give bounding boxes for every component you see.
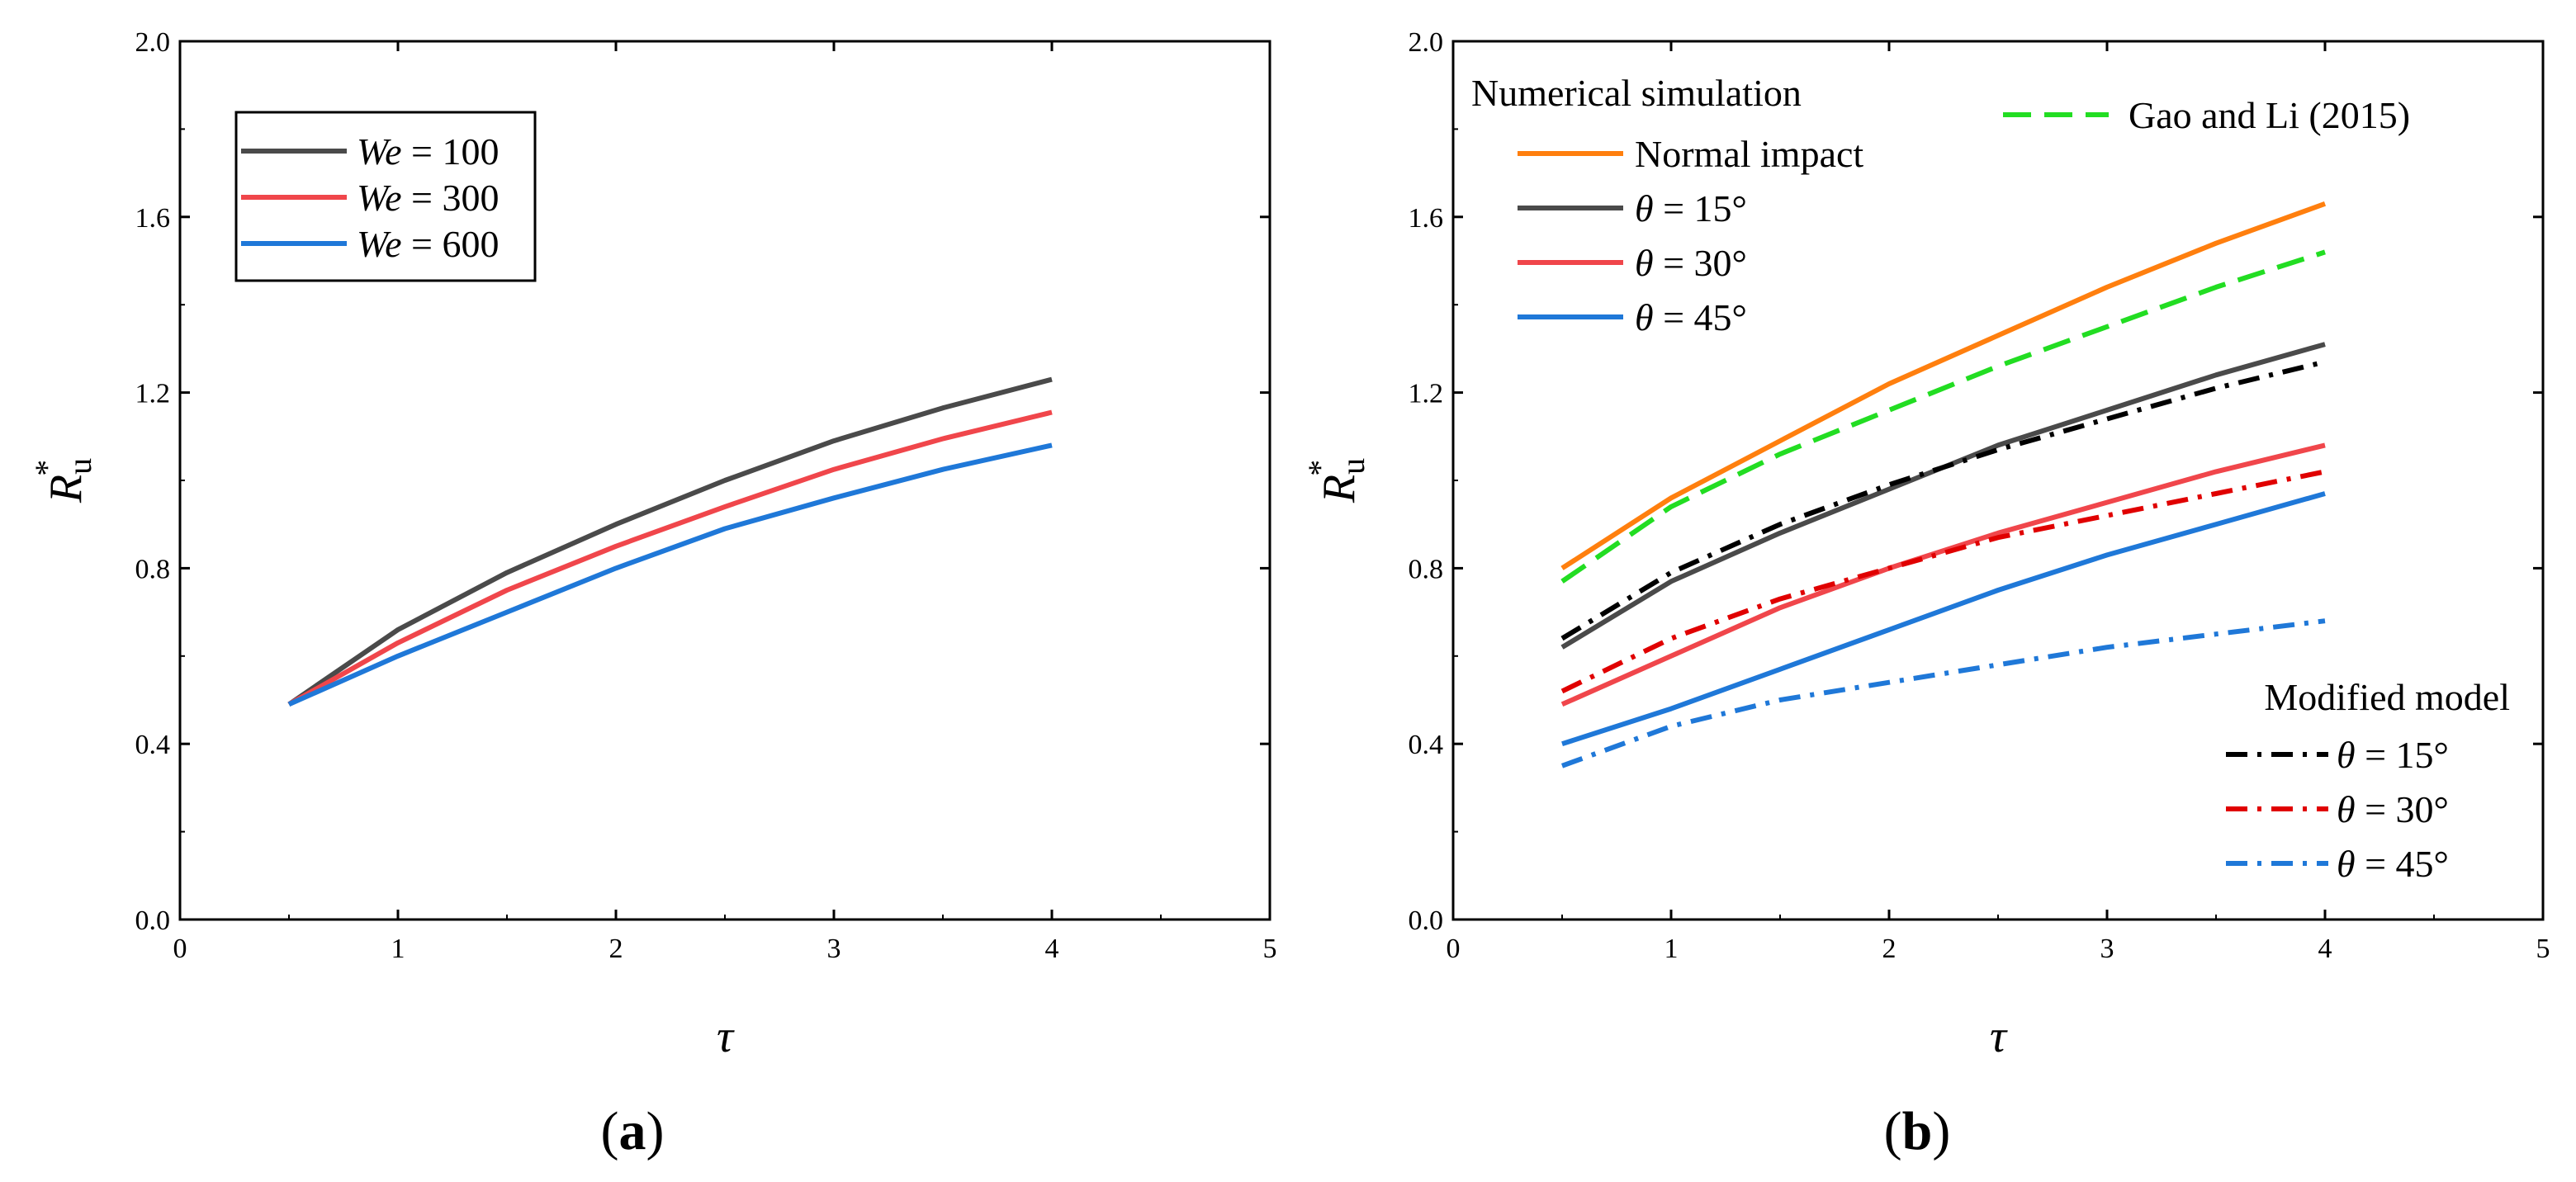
y-tick-label: 0.0 (135, 905, 171, 936)
y-tick-label: 2.0 (1409, 27, 1444, 58)
y-tick-label: 1.6 (1409, 203, 1444, 234)
legend-label: θ = 30° (1635, 242, 1747, 284)
legend-label: θ = 30° (2337, 788, 2449, 830)
x-tick-label: 1 (391, 934, 405, 964)
legend-label: θ = 45° (2337, 843, 2449, 885)
x-axis-title: τ (717, 1011, 735, 1062)
legend-group-title: Modified model (2264, 676, 2510, 718)
legend-label: θ = 15° (2337, 734, 2449, 776)
x-tick-label: 5 (1263, 934, 1277, 964)
series-line-we-600 (287, 442, 1053, 707)
series-line-numerical-normal-impact (1560, 201, 2327, 570)
series-line-we-300 (287, 409, 1053, 707)
y-tick-label: 1.2 (135, 379, 171, 409)
chart-panel-b: 0 1 2 3 4 5 0.0 0.4 0.8 1.2 1.6 2.0 τ Ru* Numerical si… (1301, 27, 2550, 1161)
legend: Numerical simulation Normal impact θ = 15°… (1471, 72, 2510, 885)
x-tick-label: 2 (1882, 934, 1896, 964)
x-tick-label: 4 (2318, 934, 2332, 964)
x-tick-label: 3 (827, 934, 841, 964)
y-axis-title: Ru* (28, 458, 98, 504)
x-tick-label: 3 (2100, 934, 2114, 964)
legend-label: θ = 15° (1635, 187, 1747, 229)
series-line-modified--45 (1560, 618, 2326, 768)
series-line-modified--30 (1560, 469, 2326, 694)
panel-label: (b) (1884, 1101, 1951, 1161)
y-tick-label: 0.4 (135, 730, 171, 760)
legend-label: We = 100 (357, 130, 499, 173)
x-tick-label: 0 (1447, 934, 1461, 964)
legend-group-title: Numerical simulation (1471, 72, 1802, 114)
x-tick-label: 1 (1664, 934, 1679, 964)
y-axis-title: Ru* (1301, 458, 1371, 504)
legend-label: We = 600 (357, 223, 499, 265)
series-line-numerical--30 (1560, 442, 2326, 707)
y-tick-label: 2.0 (135, 27, 171, 58)
series-line-modified--15 (1560, 359, 2326, 641)
x-tick-label: 5 (2536, 934, 2550, 964)
series-line-numerical--45 (1561, 491, 2326, 747)
y-tick-label: 0.8 (1409, 554, 1444, 584)
series-line-we-100 (287, 376, 1053, 707)
legend-label: We = 300 (357, 177, 499, 219)
x-axis-title: τ (1990, 1011, 2008, 1062)
x-tick-label: 4 (1045, 934, 1059, 964)
y-tick-label: 0.8 (135, 554, 171, 584)
y-tick-label: 0.0 (1409, 905, 1444, 936)
panel-label: (a) (601, 1101, 665, 1161)
y-tick-label: 1.2 (1409, 379, 1444, 409)
legend-label: Gao and Li (2015) (2129, 94, 2410, 136)
y-tick-label: 0.4 (1409, 730, 1444, 760)
x-tick-label: 0 (173, 934, 187, 964)
y-tick-label: 1.6 (135, 203, 171, 234)
legend-label: Normal impact (1635, 133, 1863, 175)
x-tick-label: 2 (609, 934, 623, 964)
series-line-reference-gao-and-li-2015 (1560, 249, 2326, 584)
legend-label: θ = 45° (1635, 296, 1747, 338)
